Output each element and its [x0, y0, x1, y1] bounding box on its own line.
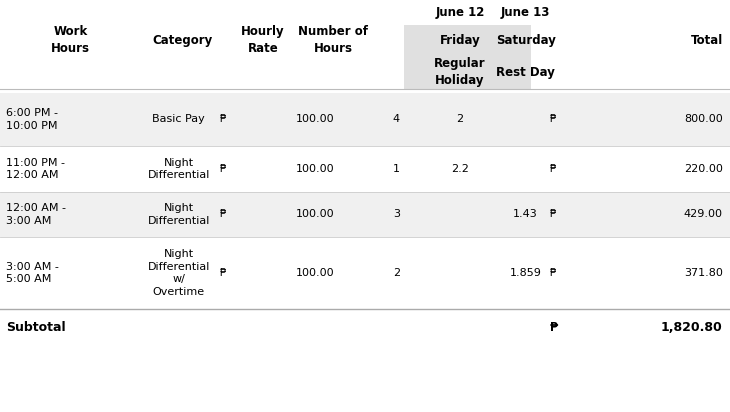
Text: 1,820.80: 1,820.80: [661, 321, 723, 334]
Text: Basic Pay: Basic Pay: [153, 115, 205, 124]
Text: 11:00 PM -
12:00 AM: 11:00 PM - 12:00 AM: [6, 157, 65, 180]
Text: Night
Differential
w/
Overtime: Night Differential w/ Overtime: [147, 249, 210, 297]
Text: 2: 2: [456, 115, 464, 124]
Text: ₱: ₱: [220, 164, 226, 174]
Text: 100.00: 100.00: [296, 115, 334, 124]
Polygon shape: [0, 237, 730, 309]
Text: 100.00: 100.00: [296, 268, 334, 278]
Text: 220.00: 220.00: [684, 164, 723, 174]
Polygon shape: [0, 146, 730, 192]
Text: June 13: June 13: [501, 6, 550, 19]
Text: 1.859: 1.859: [510, 268, 542, 278]
Text: Saturday: Saturday: [496, 34, 556, 47]
Text: June 12: June 12: [435, 6, 485, 19]
Text: 429.00: 429.00: [684, 209, 723, 219]
Text: 1.43: 1.43: [513, 209, 538, 219]
Text: 800.00: 800.00: [684, 115, 723, 124]
Text: Subtotal: Subtotal: [6, 321, 66, 334]
Text: ₱: ₱: [550, 115, 556, 124]
Text: 100.00: 100.00: [296, 209, 334, 219]
Text: Friday: Friday: [439, 34, 480, 47]
Text: ₱: ₱: [220, 209, 226, 219]
Text: 2.2: 2.2: [451, 164, 469, 174]
Text: ₱: ₱: [220, 268, 226, 278]
Text: 100.00: 100.00: [296, 164, 334, 174]
Text: 3:00 AM -
5:00 AM: 3:00 AM - 5:00 AM: [6, 262, 58, 284]
Text: Total: Total: [691, 34, 723, 47]
Text: Rest Day: Rest Day: [496, 66, 555, 79]
Text: Number of
Hours: Number of Hours: [299, 26, 368, 55]
Text: Night
Differential: Night Differential: [147, 203, 210, 226]
Polygon shape: [404, 25, 531, 89]
Text: 6:00 PM -
10:00 PM: 6:00 PM - 10:00 PM: [6, 108, 58, 131]
Text: Regular
Holiday: Regular Holiday: [434, 57, 485, 87]
Text: 4: 4: [393, 115, 400, 124]
Text: 3: 3: [393, 209, 400, 219]
Text: 1: 1: [393, 164, 400, 174]
Text: ₱: ₱: [550, 164, 556, 174]
Text: ₱: ₱: [220, 115, 226, 124]
Text: 371.80: 371.80: [684, 268, 723, 278]
Text: ₱: ₱: [550, 268, 556, 278]
Text: Work
Hours: Work Hours: [51, 26, 90, 55]
Polygon shape: [0, 309, 730, 346]
Text: Hourly
Rate: Hourly Rate: [241, 26, 285, 55]
Text: ₱: ₱: [550, 209, 556, 219]
Text: 12:00 AM -
3:00 AM: 12:00 AM - 3:00 AM: [6, 203, 66, 226]
Polygon shape: [0, 192, 730, 237]
Text: Night
Differential: Night Differential: [147, 157, 210, 180]
Text: 2: 2: [393, 268, 400, 278]
Polygon shape: [0, 93, 730, 146]
Text: ₱: ₱: [549, 321, 558, 334]
Text: Category: Category: [153, 34, 212, 47]
